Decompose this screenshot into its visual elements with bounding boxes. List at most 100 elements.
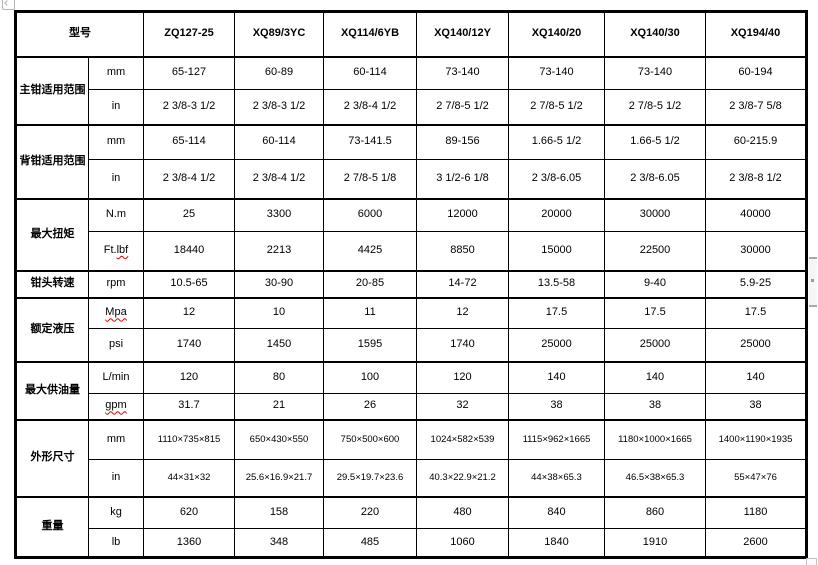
vertical-scrollbar-fragment[interactable] (809, 257, 817, 307)
value-cell: 73-140 (508, 55, 605, 90)
table-row: 重量 kg 620 158 220 480 840 860 1180 (15, 495, 807, 558)
value-cell: 20000 (508, 197, 605, 232)
unit-cell: rpm (88, 269, 144, 298)
value-cell: 73-140 (416, 55, 509, 90)
value-cell: 13.5-58 (508, 269, 605, 298)
value-cell: 22500 (604, 231, 706, 271)
value-cell: 8850 (416, 231, 509, 271)
value-cell: 65-127 (143, 55, 235, 90)
value-cell: 73-141.5 (323, 123, 417, 160)
value-cell: 485 (323, 528, 417, 558)
value-cell: 44×38×65.3 (508, 459, 605, 497)
value-cell: 1.66-5 1/2 (604, 123, 706, 160)
value-cell: 60-215.9 (705, 123, 807, 160)
value-cell: 100 (323, 360, 417, 394)
value-cell: 750×500×600 (323, 418, 417, 460)
value-cell: 1180 (705, 495, 807, 529)
value-cell: 158 (234, 495, 324, 529)
value-cell: 9-40 (604, 269, 706, 298)
value-cell: 2213 (234, 231, 324, 271)
group-label-cell: 最大供油量 (15, 360, 89, 420)
unit-cell: psi (88, 328, 144, 362)
value-cell: 38 (705, 393, 807, 420)
model-header-cell: XQ194/40 (705, 11, 807, 58)
model-header-cell: XQ89/3YC (234, 11, 324, 58)
model-header-cell: XQ140/20 (508, 11, 605, 58)
value-cell: 1060 (416, 528, 509, 558)
value-cell: 17.5 (705, 296, 807, 329)
table-row: 额定液压 Mpa 12 10 11 12 17.5 17.5 17.5 (15, 296, 807, 362)
value-cell: 10.5-65 (143, 269, 235, 298)
value-cell: 1595 (323, 328, 417, 362)
value-cell: 1180×1000×1665 (604, 418, 706, 460)
value-cell: 32 (416, 393, 509, 420)
unit-cell: gpm (88, 393, 144, 420)
spellcheck-squiggle-text: Mpa (105, 306, 127, 319)
table-row: in 44×31×32 25.6×16.9×21.7 29.5×19.7×23.6 40… (16, 459, 807, 497)
value-cell: 40.3×22.9×21.2 (416, 459, 509, 497)
group-label-cell: 最大扭矩 (15, 197, 89, 271)
value-cell: 38 (508, 393, 605, 420)
value-cell: 31.7 (143, 393, 235, 420)
table-row: 最大供油量 L/min 120 80 100 120 140 140 140 (15, 360, 807, 420)
unit-cell: N.m (88, 197, 144, 232)
unit-cell: lb (88, 528, 144, 558)
value-cell: 1.66-5 1/2 (508, 123, 605, 160)
value-cell: 2 3/8-4 1/2 (234, 159, 324, 199)
model-header-cell: XQ114/6YB (323, 11, 417, 58)
value-cell: 15000 (508, 231, 605, 271)
table-row: gpm 31.7 21 26 32 38 38 38 (16, 393, 807, 420)
value-cell: 25000 (705, 328, 807, 362)
unit-cell: kg (88, 495, 144, 529)
value-cell: 4425 (323, 231, 417, 271)
unit-cell: L/min (88, 360, 144, 394)
unit-cell: mm (88, 418, 144, 460)
unit-cell: mm (88, 55, 144, 90)
header-row: 型号 ZQ127-25 XQ89/3YC XQ114/6YB XQ140/12Y XQ14… (15, 11, 807, 58)
value-cell: 650×430×550 (234, 418, 324, 460)
value-cell: 2 3/8-6.05 (508, 159, 605, 199)
value-cell: 30000 (604, 197, 706, 232)
value-cell: 1910 (604, 528, 706, 558)
value-cell: 65-114 (143, 123, 235, 160)
value-cell: 60-114 (323, 55, 417, 90)
value-cell: 2 3/8-3 1/2 (143, 89, 235, 125)
table-row: 主钳适用范围 mm 65-127 60-89 60-114 73-140 73-140 73-… (15, 55, 807, 125)
model-corner-label: 型号 (15, 11, 144, 58)
value-cell: 2 7/8-5 1/2 (604, 89, 706, 125)
value-cell: 25 (143, 197, 235, 232)
table-row: in 2 3/8-3 1/2 2 3/8-3 1/2 2 3/8-4 1/2 2 7/8… (16, 89, 807, 125)
scrollbar-thumb-dot (811, 279, 814, 282)
value-cell: 14-72 (416, 269, 509, 298)
group-label-cell: 重量 (15, 495, 89, 558)
value-cell: 12000 (416, 197, 509, 232)
value-cell: 120 (143, 360, 235, 394)
value-cell: 860 (604, 495, 706, 529)
table-move-handle-icon[interactable] (2, 0, 15, 10)
value-cell: 140 (604, 360, 706, 394)
value-cell: 2 3/8-4 1/2 (323, 89, 417, 125)
value-cell: 348 (234, 528, 324, 558)
value-cell: 1360 (143, 528, 235, 558)
value-cell: 38 (604, 393, 706, 420)
value-cell: 21 (234, 393, 324, 420)
unit-text: Ft. (103, 243, 117, 256)
unit-cell: mm (88, 123, 144, 160)
value-cell: 220 (323, 495, 417, 529)
value-cell: 140 (508, 360, 605, 394)
value-cell: 10 (234, 296, 324, 329)
unit-cell: Mpa (88, 296, 144, 329)
value-cell: 5.9-25 (705, 269, 807, 298)
model-header-cell: XQ140/30 (604, 11, 706, 58)
value-cell: 2 7/8-5 1/8 (323, 159, 417, 199)
table-resize-handle-icon[interactable] (806, 558, 817, 565)
value-cell: 80 (234, 360, 324, 394)
model-header-cell: XQ140/12Y (416, 11, 509, 58)
value-cell: 1740 (143, 328, 235, 362)
value-cell: 140 (705, 360, 807, 394)
value-cell: 60-114 (234, 123, 324, 160)
spec-table-body: 型号 ZQ127-25 XQ89/3YC XQ114/6YB XQ140/12Y XQ14… (15, 11, 807, 558)
value-cell: 3 1/2-6 1/8 (416, 159, 509, 199)
value-cell: 25000 (508, 328, 605, 362)
